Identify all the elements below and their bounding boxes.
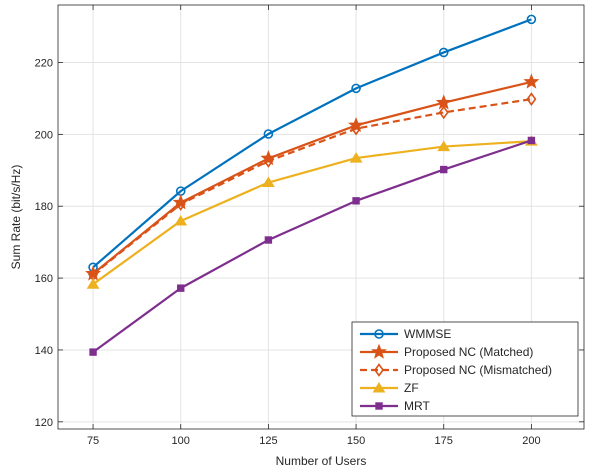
x-tick-label: 100 <box>172 435 190 447</box>
diamond-marker <box>526 92 537 107</box>
x-tick-label: 150 <box>347 435 365 447</box>
x-tick-label: 175 <box>435 435 453 447</box>
x-axis-label: Number of Users <box>276 454 367 467</box>
legend-label: ZF <box>404 381 419 395</box>
x-tick-label: 200 <box>522 435 540 447</box>
square-marker <box>89 348 97 356</box>
square-marker <box>527 136 536 145</box>
legend-label: MRT <box>404 399 430 413</box>
triangle-marker <box>437 140 451 152</box>
circle-marker <box>374 329 384 339</box>
y-tick-label: 120 <box>35 417 53 429</box>
square-marker <box>352 197 360 205</box>
triangle-marker <box>86 278 100 289</box>
legend-label: Proposed NC (Mismatched) <box>404 363 552 377</box>
legend-label: Proposed NC (Matched) <box>404 345 533 359</box>
circle-marker <box>526 14 537 25</box>
circle-marker <box>438 47 449 58</box>
axis-ticks: 75 100 125 150 175 200 120 140 160 180 200 220 <box>35 5 584 447</box>
star-marker <box>172 194 189 210</box>
diamond-marker <box>438 105 449 120</box>
y-axis-label: Sum Rate (bit/s/Hz) <box>9 165 23 270</box>
star-marker <box>371 343 387 359</box>
legend-entry: WMMSE <box>360 327 451 341</box>
diamond-marker <box>175 197 186 211</box>
diamond-marker <box>263 154 274 168</box>
plot-frame <box>57 4 585 430</box>
series-line <box>92 18 532 269</box>
series-4 <box>89 136 536 356</box>
y-tick-label: 200 <box>35 129 53 141</box>
legend-entry: MRT <box>360 399 430 413</box>
y-tick-label: 220 <box>35 57 53 69</box>
square-marker <box>264 236 273 244</box>
circle-marker <box>351 83 361 94</box>
series-group <box>85 14 540 356</box>
legend-label: WMMSE <box>404 327 451 341</box>
series-line <box>92 98 532 276</box>
triangle-marker <box>349 152 363 163</box>
legend-entry: Proposed NC (Matched) <box>360 343 533 359</box>
x-tick-label: 125 <box>259 435 277 447</box>
triangle-marker <box>262 176 275 188</box>
triangle-marker <box>372 382 386 393</box>
star-marker <box>523 73 540 89</box>
x-tick-label: 75 <box>87 435 99 447</box>
square-marker <box>440 165 448 174</box>
series-line <box>92 140 532 286</box>
legend-entry: ZF <box>360 381 419 395</box>
diamond-marker <box>374 363 384 377</box>
legend-entry: Proposed NC (Mismatched) <box>360 363 552 377</box>
legend-box <box>351 321 579 417</box>
series-2 <box>88 92 537 282</box>
y-tick-label: 180 <box>35 201 53 213</box>
circle-marker <box>263 129 274 139</box>
y-tick-label: 160 <box>35 273 53 285</box>
legend: WMMSE Proposed NC (Matched) Proposed NC (M… <box>351 321 579 417</box>
square-marker <box>375 402 383 410</box>
square-marker <box>177 284 185 292</box>
series-line <box>92 139 532 353</box>
diamond-marker <box>351 121 362 136</box>
triangle-marker <box>174 214 188 226</box>
y-tick-label: 140 <box>35 345 53 357</box>
